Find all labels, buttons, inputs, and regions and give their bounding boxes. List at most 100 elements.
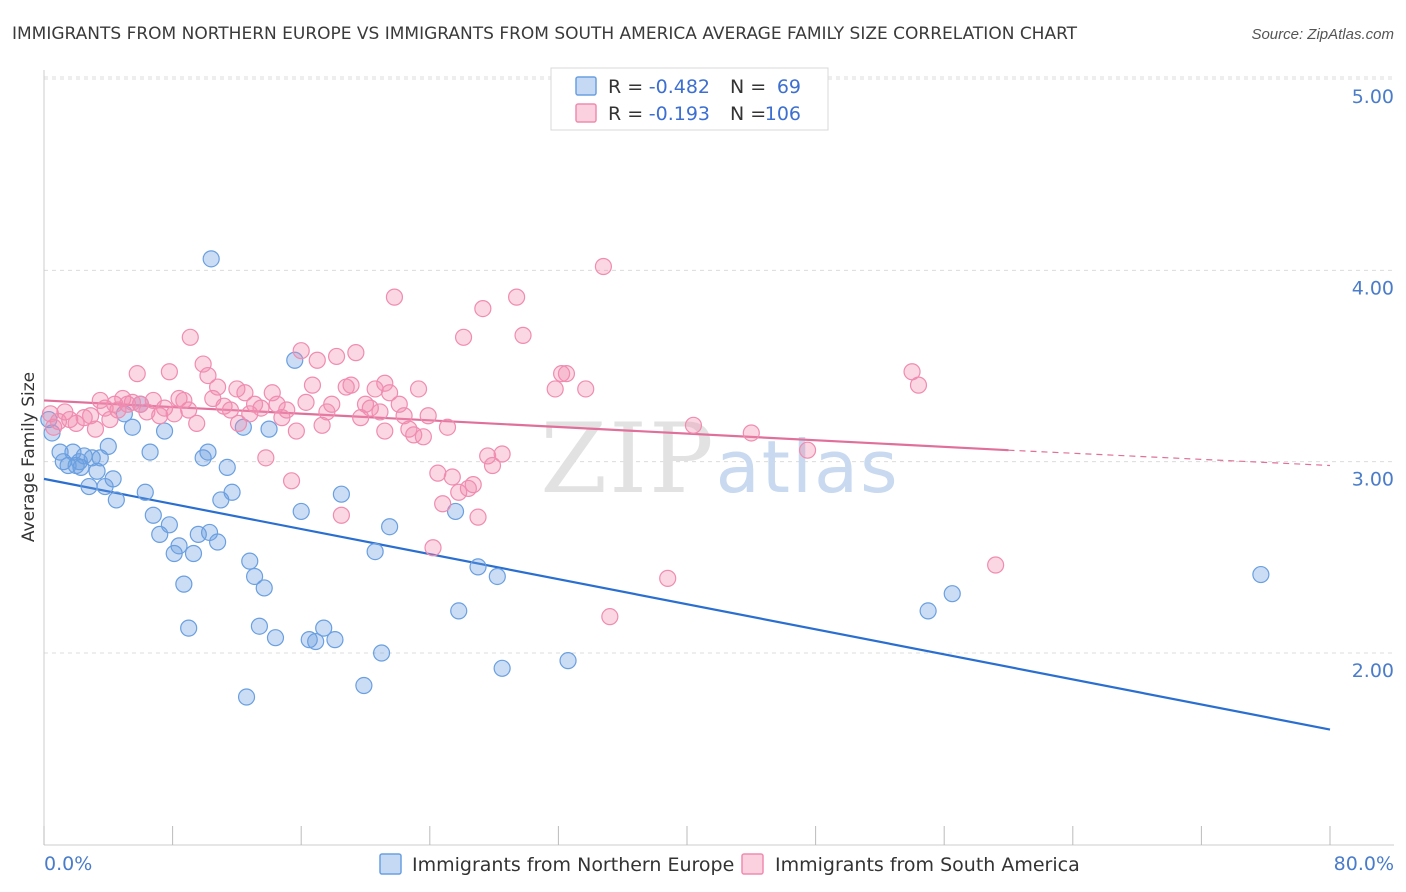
point-s0-59	[450, 602, 468, 620]
y-tick-label-3: 5.00	[1352, 86, 1394, 108]
point-s1-28	[181, 328, 199, 346]
point-s0-16	[107, 491, 125, 509]
series-legend-swatch-south-america	[741, 853, 764, 875]
trend-line-extension-1	[1008, 449, 1331, 467]
point-s0-62	[493, 659, 511, 677]
point-s1-36	[228, 380, 246, 398]
x-tick-marks	[43, 826, 1331, 845]
series-legend-label-south-america: Immigrants from South America	[775, 854, 1080, 876]
point-s1-73	[409, 380, 428, 398]
point-s1-33	[209, 378, 227, 396]
point-s0-24	[155, 422, 174, 440]
point-s0-27	[170, 537, 188, 555]
stats-legend-n-label-1: N =	[730, 76, 766, 98]
point-s1-104	[987, 556, 1005, 574]
point-s1-60	[347, 344, 365, 362]
point-s0-45	[260, 420, 278, 438]
point-s0-57	[381, 518, 399, 536]
point-s1-78	[434, 495, 452, 513]
point-s0-14	[99, 437, 117, 455]
point-s1-6	[75, 409, 93, 427]
point-s1-92	[546, 380, 564, 398]
point-s1-76	[424, 539, 442, 557]
point-s1-48	[287, 422, 305, 440]
point-s1-50	[297, 393, 315, 411]
point-s0-63	[559, 652, 577, 670]
point-s0-9	[80, 477, 98, 496]
x-tick-label-max: 80.0%	[1334, 853, 1394, 875]
point-s1-51	[303, 376, 322, 394]
point-s1-42	[257, 449, 275, 467]
point-s1-88	[483, 456, 502, 475]
series-legend-label-northern-europe: Immigrants from Northern Europe	[412, 854, 734, 876]
watermark: ZIPatlas	[540, 403, 899, 515]
point-s0-29	[180, 619, 198, 637]
chart-title: IMMIGRANTS FROM NORTHERN EUROPE VS IMMIG…	[12, 24, 1078, 44]
point-s0-36	[209, 533, 227, 551]
point-s1-74	[414, 428, 432, 446]
point-s0-43	[250, 617, 269, 635]
stats-legend-box	[550, 67, 829, 131]
point-s0-28	[175, 575, 193, 593]
point-s0-44	[255, 579, 273, 597]
point-s1-8	[86, 420, 105, 438]
point-s1-59	[342, 376, 360, 394]
stats-legend-r-value-2: -0.193	[649, 103, 710, 125]
point-s1-97	[601, 608, 619, 626]
point-s0-50	[307, 632, 325, 651]
stats-legend-r-label-1: R =	[608, 76, 643, 98]
point-s0-21	[141, 443, 159, 461]
point-s0-15	[104, 470, 122, 488]
point-s0-5	[64, 443, 82, 461]
point-s1-103	[909, 376, 928, 394]
point-s1-70	[395, 407, 413, 425]
point-s1-27	[180, 401, 198, 419]
stats-legend-n-value-2: 106	[765, 103, 801, 125]
axes	[43, 70, 1394, 846]
point-s0-65	[943, 585, 961, 603]
stats-legend: R = -0.482 N = 69 R = -0.193 N = 106	[550, 67, 829, 131]
point-s0-56	[372, 644, 391, 662]
point-s1-93	[553, 365, 571, 383]
point-s0-22	[144, 506, 162, 524]
point-s1-99	[684, 416, 703, 434]
stats-legend-r-value-1: -0.482	[649, 76, 710, 98]
point-s0-20	[136, 483, 154, 501]
point-s1-53	[313, 416, 331, 434]
point-s1-100	[742, 424, 760, 442]
point-s0-61	[488, 567, 506, 586]
point-s0-67	[237, 688, 256, 706]
point-s1-37	[229, 414, 248, 432]
point-s1-101	[798, 441, 817, 459]
point-s0-66	[1252, 565, 1270, 584]
point-s0-60	[469, 558, 487, 576]
point-s0-68	[70, 453, 88, 471]
point-s1-56	[327, 347, 346, 366]
y-tick-label-1: 3.00	[1352, 469, 1394, 491]
point-s0-48	[292, 502, 310, 521]
point-s1-24	[165, 405, 183, 423]
y-axis-label: Average Family Size	[19, 372, 39, 542]
point-s1-75	[419, 407, 437, 425]
point-s1-91	[514, 326, 532, 344]
point-s1-57	[332, 506, 350, 524]
y-tick-label-0: 2.00	[1352, 660, 1394, 682]
point-s0-58	[446, 502, 465, 521]
point-s1-67	[381, 384, 399, 402]
stats-legend-swatch-pink	[575, 103, 597, 123]
point-s1-38	[236, 384, 254, 402]
point-s1-86	[474, 300, 492, 318]
point-s1-80	[443, 468, 461, 486]
point-s1-95	[577, 380, 595, 398]
point-s1-85	[469, 508, 487, 526]
y-tick-label-2: 4.00	[1352, 277, 1394, 299]
point-s1-46	[278, 401, 296, 419]
point-s0-42	[245, 567, 264, 586]
x-tick-label-min: 0.0%	[44, 853, 92, 875]
point-s0-2	[51, 443, 69, 461]
point-s0-38	[218, 458, 236, 477]
point-s1-98	[659, 569, 677, 587]
point-s1-7	[82, 407, 100, 425]
point-s0-52	[326, 631, 344, 649]
